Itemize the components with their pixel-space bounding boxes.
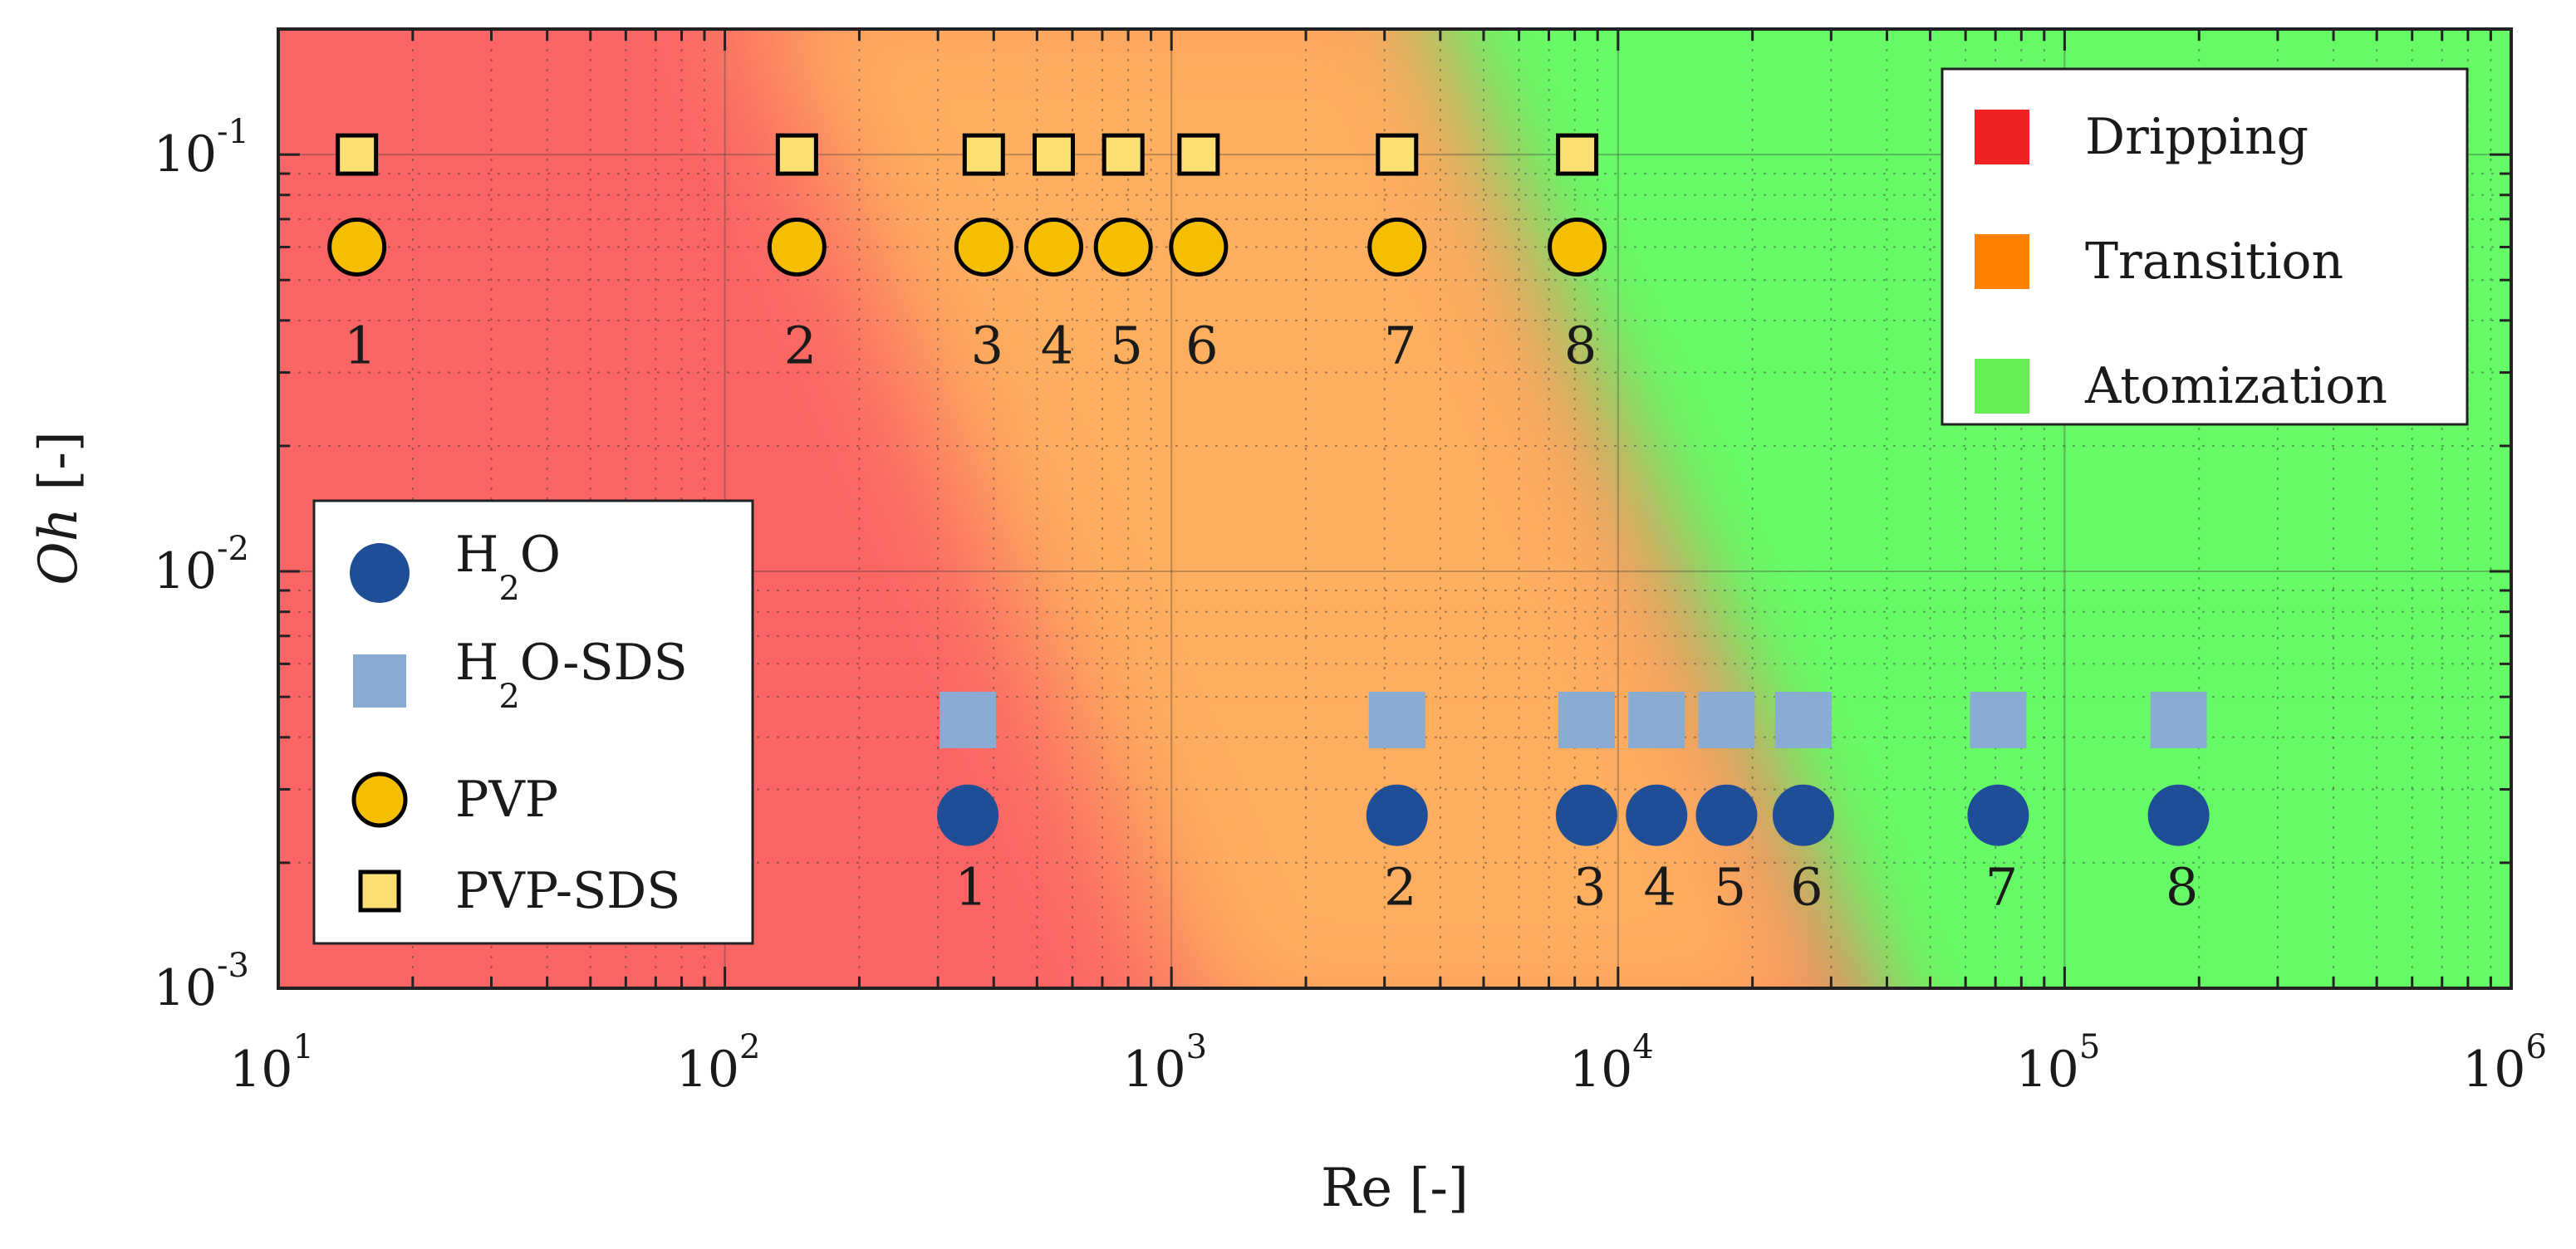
- point-number-label: 2: [1384, 857, 1416, 918]
- point-pvp: [1367, 217, 1427, 277]
- legend-marker-pvp: [351, 771, 408, 828]
- point-number-label: 1: [344, 315, 376, 375]
- point-pvp-sds: [1376, 133, 1419, 176]
- point-h2o: [1626, 784, 1688, 846]
- legend-label-pvp: PVP: [455, 771, 558, 829]
- x-tick-label: 101: [229, 1028, 314, 1099]
- point-pvp-sds: [962, 133, 1005, 176]
- point-h2o-sds: [1698, 692, 1755, 749]
- legend-label-pvp-sds: PVP-SDS: [455, 862, 680, 920]
- point-h2o: [1695, 784, 1758, 846]
- point-pvp-sds: [1102, 133, 1145, 176]
- point-number-label: 5: [1714, 857, 1746, 918]
- x-tick-label: 104: [1569, 1028, 1654, 1099]
- point-pvp-sds: [1556, 133, 1599, 176]
- point-pvp: [1023, 217, 1083, 277]
- y-tick-label: 10-1: [154, 113, 249, 184]
- point-number-label: 6: [1185, 315, 1218, 375]
- legend-swatch-dripping: [1975, 110, 2029, 164]
- point-pvp: [1548, 217, 1607, 277]
- point-pvp-sds: [336, 133, 379, 176]
- point-h2o-sds: [1774, 692, 1832, 749]
- legend-swatch-transition: [1975, 234, 2029, 289]
- series-legend: H2O H2O-SDS PVP PVP-SDS: [312, 499, 754, 945]
- point-number-label: 3: [1573, 857, 1606, 918]
- point-pvp: [954, 217, 1013, 277]
- legend-marker-pvp-sds: [358, 869, 401, 913]
- point-h2o-sds: [940, 692, 997, 749]
- y-tick-label: 10-3: [154, 947, 249, 1017]
- point-number-label: 7: [1985, 857, 2018, 918]
- point-number-label: 8: [1564, 315, 1597, 375]
- x-tick-label: 103: [1122, 1028, 1207, 1099]
- point-h2o: [2147, 784, 2210, 846]
- regime-legend: Dripping Transition Atomization: [1941, 67, 2469, 426]
- point-pvp-sds: [1032, 133, 1075, 176]
- regime-legend-box: [1941, 67, 2469, 426]
- x-tick-label: 105: [2015, 1028, 2100, 1099]
- point-number-label: 7: [1384, 315, 1416, 375]
- point-number-label: 2: [784, 315, 817, 375]
- point-number-label: 8: [2166, 857, 2198, 918]
- point-h2o: [1555, 784, 1617, 846]
- x-tick-label: 102: [676, 1028, 761, 1099]
- y-tick-label: 10-2: [154, 530, 249, 600]
- point-h2o: [1772, 784, 1834, 846]
- legend-label-h2o-sds: H2O-SDS: [455, 634, 688, 716]
- point-number-label: 4: [1041, 315, 1073, 375]
- axis-ticks: 101 102 103 104 105 106 10-3 10-2 10-1: [154, 27, 2547, 1099]
- point-pvp-sds: [1177, 133, 1220, 176]
- legend-swatch-atomization: [1975, 359, 2029, 414]
- legend-label-atomization: Atomization: [2084, 357, 2387, 415]
- point-h2o-sds: [2150, 692, 2207, 749]
- point-number-label: 5: [1110, 315, 1142, 375]
- transition-region: [760, 29, 1835, 988]
- legend-label-transition: Transition: [2085, 233, 2343, 291]
- x-axis-label: Re [-]: [1321, 1158, 1469, 1219]
- point-h2o-sds: [1970, 692, 2027, 749]
- point-h2o-sds: [1368, 692, 1425, 749]
- point-h2o-sds: [1628, 692, 1685, 749]
- point-number-label: 4: [1644, 857, 1676, 918]
- point-pvp: [1169, 217, 1229, 277]
- point-pvp: [767, 217, 827, 277]
- plot-frame: [277, 27, 2513, 990]
- x-tick-label: 106: [2462, 1028, 2547, 1099]
- y-axis-label: Oh [-]: [28, 431, 90, 585]
- legend-label-h2o: H2O: [455, 526, 561, 608]
- point-h2o: [1967, 784, 2029, 846]
- point-number-label: 6: [1790, 857, 1823, 918]
- point-h2o: [937, 784, 999, 846]
- legend-label-dripping: Dripping: [2085, 108, 2309, 166]
- legend-marker-h2o: [350, 543, 410, 603]
- point-pvp: [1093, 217, 1153, 277]
- point-number-label: 1: [954, 857, 987, 918]
- point-pvp: [327, 217, 387, 277]
- point-h2o-sds: [1558, 692, 1615, 749]
- point-number-label: 3: [971, 315, 1003, 375]
- legend-marker-h2o-sds: [353, 654, 406, 708]
- point-pvp-sds: [775, 133, 818, 176]
- data-points: 1 2 3 4 5 6 7 81 2 3 4 5 6 7 8: [327, 133, 2210, 918]
- point-h2o: [1366, 784, 1428, 846]
